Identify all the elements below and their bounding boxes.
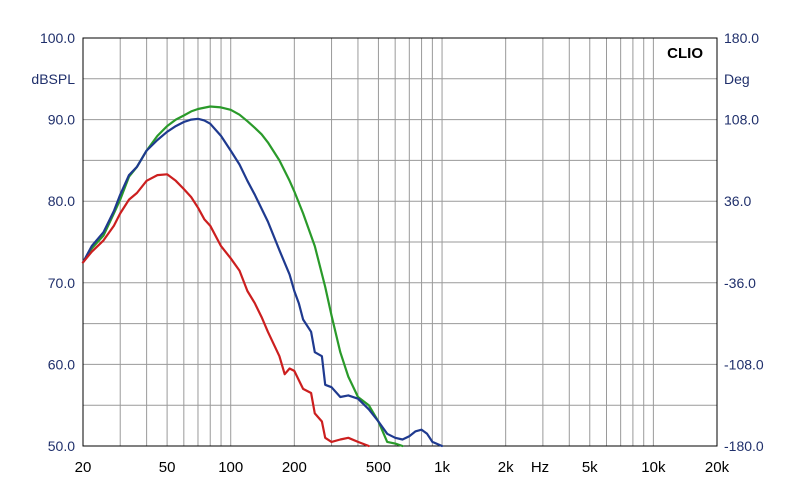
y-tick-label-right: 36.0 (724, 193, 751, 209)
y-axis-label-right: Deg (724, 71, 750, 87)
y-tick-label-left: 70.0 (48, 275, 75, 291)
x-tick-label: 5k (582, 459, 598, 476)
brand-label: CLIO (667, 45, 703, 62)
y-tick-label-right: -36.0 (724, 275, 756, 291)
y-tick-label-left: 90.0 (48, 112, 75, 128)
grid-layer (83, 38, 717, 446)
y-tick-label-right: -108.0 (724, 356, 764, 372)
y-tick-label-right: -180.0 (724, 438, 764, 454)
series-layer (81, 105, 444, 448)
x-axis-label: Hz (531, 459, 549, 476)
x-tick-label: 20 (75, 459, 92, 476)
x-tick-label: 500 (366, 459, 391, 476)
x-tick-label: 2k (498, 459, 514, 476)
y-tick-label-left: 60.0 (48, 356, 75, 372)
x-tick-label: 50 (159, 459, 176, 476)
y-axis-label-left: dBSPL (31, 71, 75, 87)
y-tick-label-left: 50.0 (48, 438, 75, 454)
x-tick-label: 100 (218, 459, 243, 476)
x-tick-label: 10k (641, 459, 666, 476)
label-layer: 100.0 90.0 80.0 70.0 60.0 50.0 180.0 108.0 36.0 -… (31, 30, 764, 476)
series-line-2 (81, 117, 444, 448)
x-tick-label: 1k (434, 459, 450, 476)
y-tick-label-right: 180.0 (724, 30, 759, 46)
x-tick-label: 20k (705, 459, 730, 476)
x-tick-label: 200 (282, 459, 307, 476)
y-tick-label-right: 108.0 (724, 112, 759, 128)
series-line-3 (81, 173, 370, 448)
y-tick-label-left: 100.0 (40, 30, 75, 46)
y-tick-label-left: 80.0 (48, 193, 75, 209)
